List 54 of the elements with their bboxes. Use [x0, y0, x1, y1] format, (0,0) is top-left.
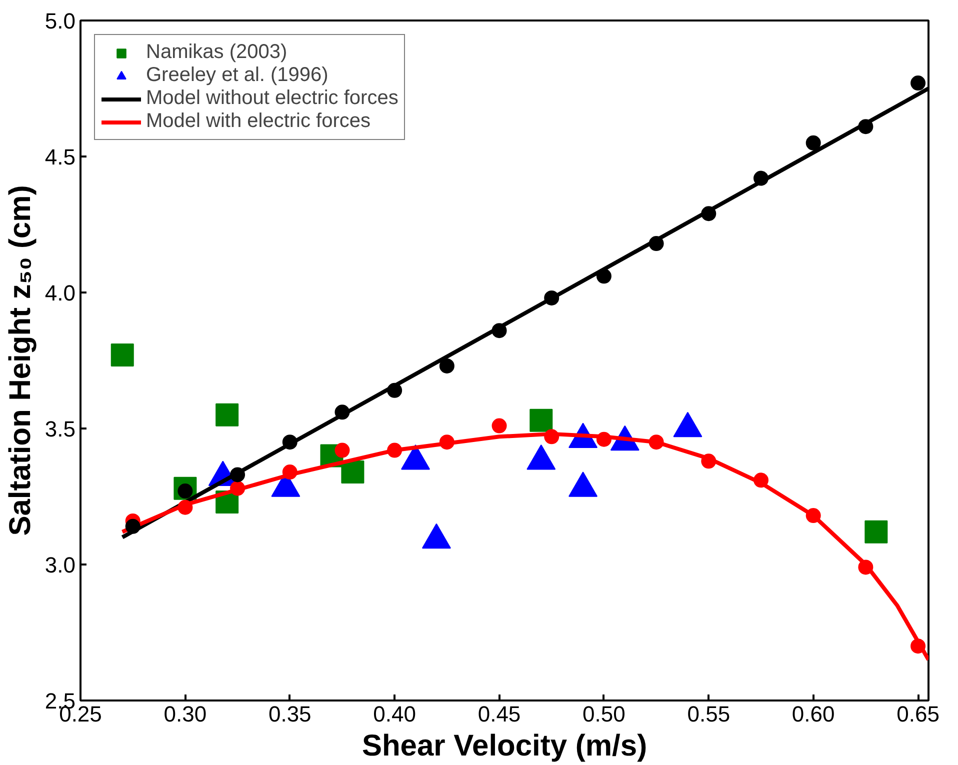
x-tick-label: 0.30 [164, 702, 207, 726]
y-axis-title: Saltation Height z₅₀ (cm) [4, 185, 37, 536]
point [387, 382, 402, 398]
y-tick-label: 5.0 [44, 8, 76, 34]
point [544, 429, 560, 444]
point [282, 434, 298, 450]
point [596, 268, 612, 284]
point [334, 442, 350, 458]
point [230, 467, 246, 482]
point [858, 560, 874, 575]
x-tick-label: 0.45 [478, 702, 521, 726]
point [216, 403, 239, 426]
x-tick-label: 0.50 [582, 702, 626, 726]
point [125, 518, 140, 534]
point [530, 408, 553, 432]
y-tick-label: 4.0 [44, 280, 76, 306]
legend-label: Model without electric forces [146, 87, 398, 110]
point [648, 434, 664, 450]
point [178, 500, 193, 515]
x-tick-label: 0.55 [687, 702, 730, 726]
point [701, 454, 716, 469]
point [806, 508, 821, 524]
x-tick-label: 0.60 [792, 702, 835, 726]
point [596, 432, 612, 447]
point [492, 323, 507, 338]
point [806, 135, 821, 150]
point [858, 119, 874, 134]
legend-label: Model with electric forces [146, 110, 371, 133]
point [341, 460, 364, 484]
point [753, 472, 768, 488]
point [753, 170, 768, 186]
point [387, 442, 402, 458]
x-tick-label: 0.35 [268, 702, 312, 726]
point [701, 206, 716, 222]
legend-label: Greeley et al. (1996) [146, 64, 328, 87]
y-tick-label: 3.5 [44, 416, 76, 442]
point [282, 464, 298, 480]
point [110, 344, 134, 367]
x-tick-label: 0.40 [373, 702, 416, 726]
point [648, 236, 664, 252]
y-tick-label: 4.5 [44, 144, 76, 170]
y-tick-label: 3.0 [44, 552, 76, 578]
legend-label: Namikas (2003) [146, 41, 288, 64]
point [230, 480, 246, 496]
point [864, 520, 888, 544]
x-axis-title: Shear Velocity (m/s) [362, 730, 648, 762]
point [439, 358, 454, 374]
point [544, 290, 560, 306]
point [439, 434, 454, 450]
x-tick-label: 0.65 [896, 702, 940, 726]
point [334, 404, 350, 420]
point [910, 76, 926, 91]
point [910, 638, 926, 654]
point [492, 418, 507, 434]
